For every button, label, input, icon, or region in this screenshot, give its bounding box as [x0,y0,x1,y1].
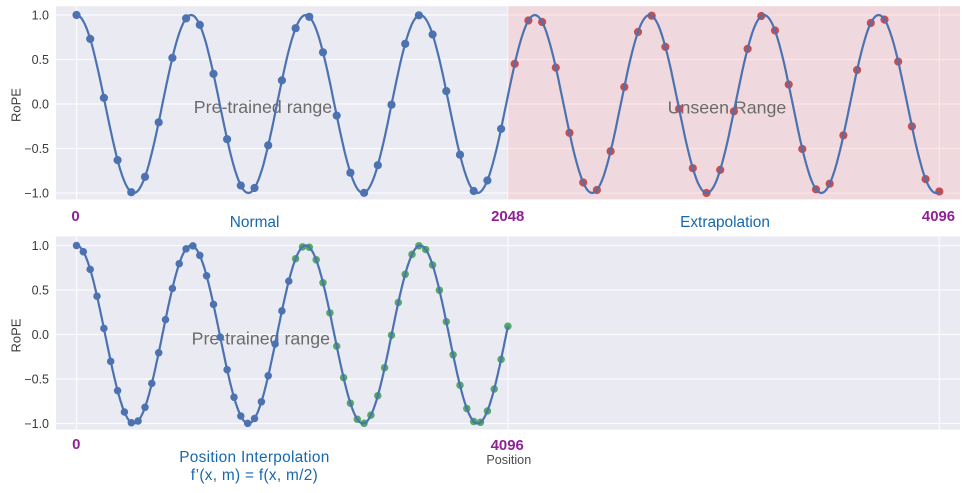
svg-text:0: 0 [72,437,80,453]
svg-text:4096: 4096 [922,209,955,225]
svg-text:−0.5: −0.5 [24,142,49,156]
svg-text:0.5: 0.5 [32,284,49,298]
svg-text:4096: 4096 [491,438,524,454]
svg-text:2048: 2048 [491,209,524,225]
svg-text:f’(x, m) = f(x, m/2): f’(x, m) = f(x, m/2) [191,467,318,484]
svg-text:Unseen Range: Unseen Range [668,98,787,118]
svg-text:0: 0 [71,209,79,225]
svg-text:Position: Position [486,453,531,467]
svg-text:0.0: 0.0 [32,98,49,112]
svg-text:−0.5: −0.5 [24,373,49,387]
svg-text:Pre-trained range: Pre-trained range [194,97,332,117]
svg-text:RoPE: RoPE [9,318,24,352]
svg-text:Extrapolation: Extrapolation [680,214,770,231]
svg-text:0.0: 0.0 [32,328,49,342]
svg-text:1.0: 1.0 [32,239,49,253]
svg-text:Pre-trained range: Pre-trained range [192,328,330,348]
svg-text:Normal: Normal [230,214,280,231]
svg-text:−1.0: −1.0 [24,417,49,431]
svg-text:1.0: 1.0 [32,9,49,23]
svg-text:−1.0: −1.0 [24,187,49,201]
svg-text:RoPE: RoPE [9,88,24,122]
svg-text:Position Interpolation: Position Interpolation [179,449,329,466]
svg-text:0.5: 0.5 [32,53,49,67]
